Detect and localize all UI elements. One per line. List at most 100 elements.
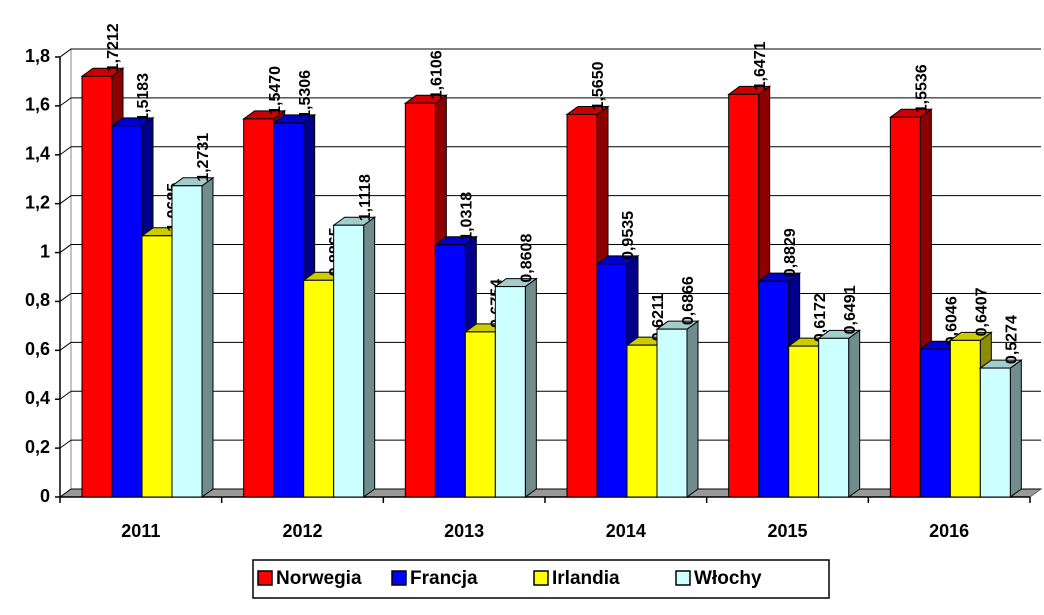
x-tick-label: 2016: [929, 521, 969, 541]
back-wall: [71, 49, 1041, 489]
bar: [303, 279, 335, 498]
bar: [111, 125, 143, 498]
grid-line-side: [59, 341, 72, 351]
bar: [434, 244, 466, 498]
legend-swatch: [257, 570, 273, 586]
bar: [494, 286, 526, 498]
grid-line-side: [59, 293, 72, 302]
legend-swatch: [533, 570, 549, 586]
value-label: 1,1118: [357, 174, 374, 221]
bar: [273, 122, 305, 498]
x-tick-label: 2013: [444, 521, 484, 541]
bar-top-shade: [273, 114, 315, 123]
bar-top-shade: [597, 255, 638, 264]
value-label: 0,6491: [842, 285, 859, 334]
value-label: 1,5306: [297, 70, 314, 119]
value-label: 1,2731: [195, 133, 212, 182]
grid-line-side: [59, 439, 72, 449]
y-tick-label: 1,4: [25, 144, 50, 164]
legend-swatch: [391, 570, 407, 586]
bar: [566, 113, 598, 498]
legend-label: Norwegia: [276, 568, 362, 589]
bar-top-shade: [333, 217, 375, 226]
y-tick-label: 1,8: [25, 46, 50, 66]
bar-top-shade: [243, 110, 285, 119]
bar-group: [655, 320, 700, 498]
y-tick-label: 1: [40, 241, 50, 261]
bar: [596, 263, 628, 498]
bar-side-shade: [525, 278, 537, 497]
x-tick-label: 2012: [282, 521, 322, 541]
value-label: 1,5650: [590, 61, 607, 110]
value-label: 0,8829: [782, 228, 799, 277]
grid-line-side: [59, 488, 72, 498]
grid-line-side: [59, 146, 72, 156]
x-tick-label: 2011: [121, 521, 160, 541]
bar: [758, 280, 790, 498]
x-tick-label: 2014: [606, 521, 646, 541]
bar-top-shade: [657, 321, 698, 330]
grid-line-side: [59, 97, 72, 107]
bar: [919, 348, 951, 498]
value-label: 0,6866: [680, 276, 697, 325]
value-label: 0,6407: [974, 287, 991, 336]
value-label: 0,8608: [519, 234, 536, 283]
bar-group: [332, 216, 377, 498]
bar-side-shade: [687, 321, 698, 497]
bar-top-shade: [950, 332, 992, 341]
side-wall: [59, 48, 72, 498]
legend-label: Irlandia: [552, 568, 620, 589]
bar: [818, 337, 850, 498]
legend-swatch: [675, 570, 691, 586]
bar-top-shade: [567, 106, 608, 115]
value-label: 1,6106: [429, 50, 446, 99]
y-tick-label: 0: [40, 486, 50, 506]
bar: [171, 185, 203, 498]
bar-group: [493, 277, 538, 498]
bar-top-shade: [405, 95, 447, 104]
bar: [81, 75, 113, 498]
value-label: 1,0318: [459, 192, 476, 241]
bar: [788, 345, 820, 498]
bar-side-shade: [363, 217, 375, 497]
bar-top-shade: [980, 360, 1022, 369]
bar-top-shade: [172, 177, 213, 186]
bar: [333, 224, 365, 498]
legend-label: Włochy: [694, 568, 762, 589]
bar-top-shade: [112, 117, 153, 126]
y-tick-label: 0,6: [25, 339, 50, 359]
value-label: 0,6046: [944, 296, 961, 345]
bar-group: [170, 176, 215, 498]
grid-line-side: [59, 48, 72, 58]
value-label: 1,5183: [135, 73, 152, 122]
value-label: 1,6471: [752, 41, 769, 90]
grid-line-side: [59, 244, 72, 253]
grid-line-side: [59, 390, 72, 400]
bar: [243, 118, 275, 498]
bar: [626, 344, 658, 498]
value-label: 0,5274: [1004, 315, 1021, 364]
bar-top-shade: [82, 68, 123, 77]
y-tick-label: 1,6: [25, 95, 50, 115]
bar-top-shade: [758, 273, 800, 282]
value-label: 1,7212: [105, 23, 122, 72]
value-label: 0,9535: [620, 211, 637, 260]
bar: [889, 116, 921, 498]
y-tick-label: 0,4: [25, 388, 50, 408]
y-tick-label: 0,8: [25, 290, 50, 310]
bar: [656, 328, 688, 498]
bar-side-shade: [848, 330, 860, 497]
bar-top-shade: [818, 330, 860, 339]
bar: [404, 102, 436, 498]
bar-top-shade: [435, 236, 477, 245]
bar-group: [817, 329, 862, 498]
value-label: 1,5470: [267, 66, 284, 115]
value-label: 1,5536: [914, 64, 931, 113]
bar-top-shade: [728, 86, 770, 95]
bar-side-shade: [1010, 360, 1022, 497]
bar-top-shade: [890, 109, 932, 118]
y-tick-label: 1,2: [25, 192, 50, 212]
bar: [979, 367, 1011, 498]
bar: [728, 93, 760, 498]
